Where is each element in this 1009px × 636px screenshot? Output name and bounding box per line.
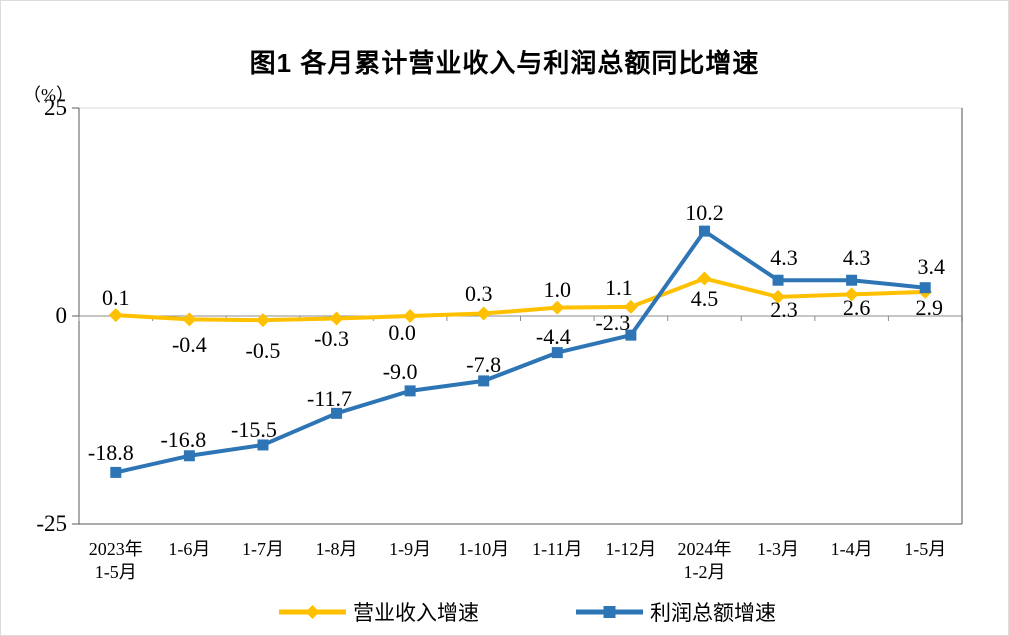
data-label-series0: -0.5	[245, 338, 281, 364]
data-label-series1: 10.2	[685, 200, 724, 226]
series-0	[108, 271, 933, 328]
x-category-label: 1-8月	[315, 539, 358, 559]
x-category-label: 2024年	[677, 539, 732, 559]
profit-series-swatch-icon	[576, 606, 643, 618]
data-label-series0: 1.0	[543, 276, 572, 302]
legend-label-profit: 利润总额增速	[650, 601, 776, 625]
data-label-series1: -2.3	[595, 310, 631, 336]
y-tick-label: 25	[44, 95, 67, 120]
x-category-label: 1-7月	[241, 539, 284, 559]
data-label-series1: -9.0	[382, 358, 418, 384]
data-label-series1: 4.3	[842, 245, 871, 271]
data-label-series1: -11.7	[307, 386, 353, 412]
x-category-label: 1-4月	[830, 539, 873, 559]
legend-label-revenue: 营业收入增速	[353, 601, 479, 625]
x-category-label: 1-3月	[757, 539, 800, 559]
data-label-series1: -16.8	[160, 426, 207, 452]
data-label-series0: -0.4	[171, 332, 207, 358]
data-label-series0: 4.5	[690, 285, 719, 311]
x-category-label: 1-6月	[168, 539, 211, 559]
data-label-series0: -0.3	[314, 326, 349, 352]
data-label-series1: -4.4	[535, 323, 571, 349]
data-label-series0: 0.3	[464, 280, 493, 306]
data-label-series1: 3.4	[917, 253, 945, 279]
x-category-label: 1-9月	[389, 539, 432, 559]
data-label-series0: 2.3	[770, 296, 798, 322]
x-category-label: 1-12月	[605, 539, 657, 559]
data-label-series1: -18.8	[87, 440, 134, 466]
series-1	[110, 225, 931, 478]
legend-item-profit: 利润总额增速	[576, 599, 776, 625]
x-category-label: 1-10月	[458, 539, 510, 559]
data-label-series1: -7.8	[466, 351, 502, 377]
data-label-series0: 2.6	[842, 295, 871, 321]
data-label-series1: -15.5	[231, 416, 277, 442]
legend-item-revenue: 营业收入增速	[279, 599, 479, 625]
x-category-label: 1-11月	[532, 539, 583, 559]
y-tick-label: 0	[55, 303, 68, 328]
x-category-label: 1-2月	[683, 562, 726, 582]
y-tick-label: -25	[36, 511, 67, 536]
x-category-label: 2023年	[88, 539, 143, 559]
y-axis-unit-label: （%）	[23, 85, 74, 105]
data-label-series0: 1.1	[605, 274, 633, 300]
revenue-series-swatch-icon	[279, 605, 346, 619]
data-label-series1: 4.3	[770, 245, 798, 271]
x-category-label: 1-5月	[904, 539, 947, 559]
chart-title: 图1 各月累计营业收入与利润总额同比增速	[249, 48, 760, 78]
data-label-series0: 2.9	[915, 294, 943, 320]
data-label-series0: 0.1	[102, 285, 130, 311]
data-label-series0: 0.0	[388, 320, 416, 345]
x-category-label: 1-5月	[94, 562, 137, 582]
